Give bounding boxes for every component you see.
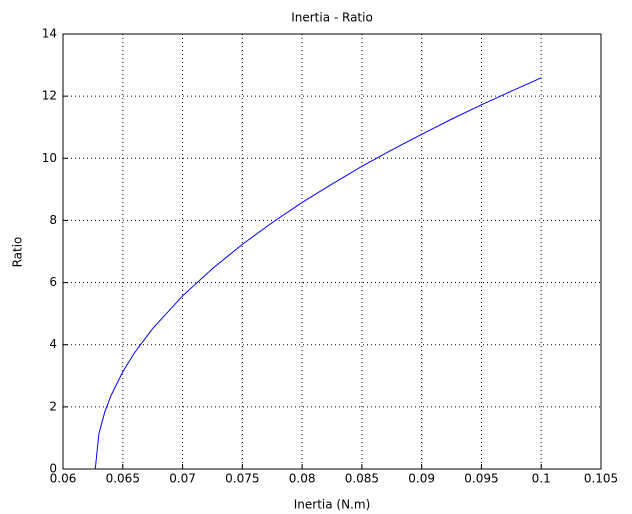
x-tick-label: 0.065 — [106, 472, 140, 486]
x-tick-label: 0.09 — [408, 472, 435, 486]
x-tick-label: 0.085 — [345, 472, 379, 486]
axes-box — [62, 33, 602, 470]
x-tick-label: 0.075 — [225, 472, 259, 486]
data-line — [94, 77, 542, 470]
x-tick-label: 0.105 — [584, 472, 618, 486]
y-tick-label: 4 — [49, 337, 57, 351]
x-tick-label: 0.095 — [464, 472, 498, 486]
x-tick-label: 0.06 — [50, 472, 77, 486]
y-tick-label: 8 — [49, 213, 57, 227]
y-tick-label: 0 — [49, 462, 57, 476]
x-axis-label: Inertia (N.m) — [294, 498, 371, 512]
x-tick-label: 0.1 — [532, 472, 551, 486]
y-tick-label: 6 — [49, 275, 57, 289]
x-tick-label: 0.07 — [169, 472, 196, 486]
x-tick-label: 0.08 — [289, 472, 316, 486]
y-tick-label: 14 — [42, 27, 57, 41]
chart-title: Inertia - Ratio — [291, 11, 373, 25]
y-tick-label: 12 — [42, 89, 57, 103]
y-axis-label: Ratio — [11, 237, 25, 268]
y-tick-label: 2 — [49, 399, 57, 413]
y-tick-label: 10 — [42, 151, 57, 165]
